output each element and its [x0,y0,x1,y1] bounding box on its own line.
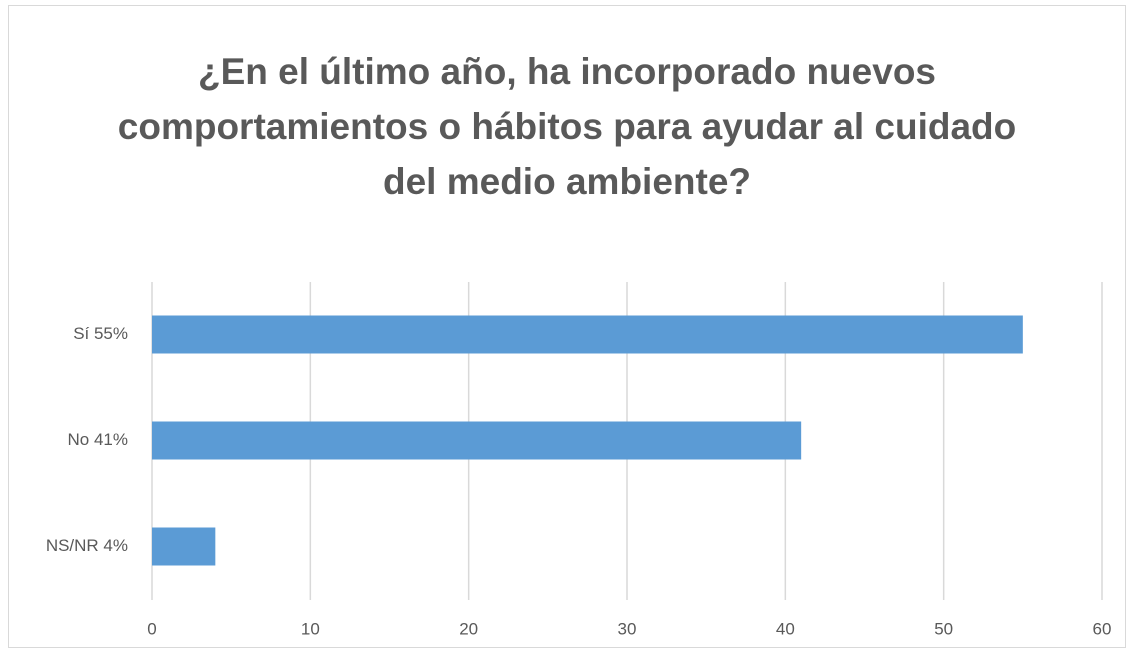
x-tick-label: 50 [934,619,953,638]
x-tick-label: 60 [1093,619,1112,638]
x-tick-label: 10 [301,619,320,638]
x-tick-label: 0 [147,619,156,638]
x-tick-label: 20 [459,619,478,638]
chart-title: ¿En el último año, ha incorporado nuevos… [117,51,1017,202]
x-tick-label: 40 [776,619,795,638]
y-tick-label: No 41% [68,430,128,449]
bar [152,315,1023,354]
y-tick-label: Sí 55% [73,324,128,343]
chart-border [8,5,1126,648]
bar [152,527,216,566]
y-tick-label: NS/NR 4% [46,536,128,555]
x-tick-label: 30 [618,619,637,638]
bar [152,421,802,460]
